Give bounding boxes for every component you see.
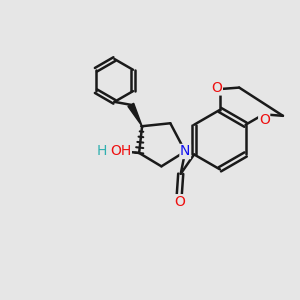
Text: OH: OH [110, 145, 131, 158]
Text: H: H [97, 145, 107, 158]
Text: O: O [174, 195, 185, 209]
Text: O: O [212, 81, 222, 95]
Polygon shape [128, 103, 142, 126]
Text: O: O [259, 113, 270, 127]
Text: N: N [180, 145, 190, 158]
